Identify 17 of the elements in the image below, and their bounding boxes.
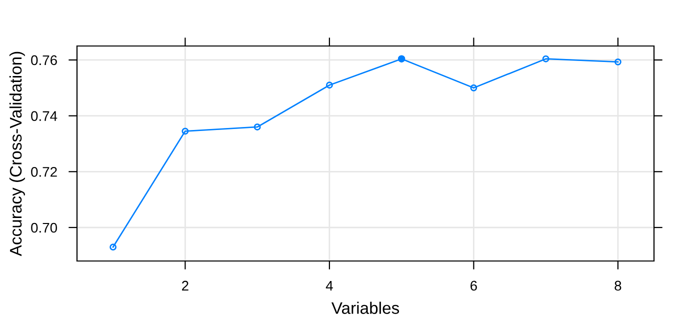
point — [326, 82, 333, 89]
point — [254, 124, 261, 130]
x-tick-label: 6 — [470, 280, 477, 291]
y-tick-label: 0.70 — [31, 222, 58, 233]
point — [470, 84, 478, 92]
y-axis-title: Accuracy (Cross-Validation) — [9, 52, 25, 256]
x-axis-title: Variables — [331, 302, 400, 314]
y-tick-label: 0.74 — [31, 111, 58, 121]
point — [182, 128, 189, 135]
x-tick-label: 2 — [182, 280, 188, 291]
x-tick-label: 4 — [326, 280, 333, 291]
y-tick-label: 0.72 — [31, 166, 57, 177]
y-tick-label: 0.76 — [31, 55, 57, 66]
x-tick-label: 8 — [614, 280, 622, 291]
point — [542, 55, 550, 62]
point — [110, 244, 117, 251]
point — [614, 58, 622, 66]
